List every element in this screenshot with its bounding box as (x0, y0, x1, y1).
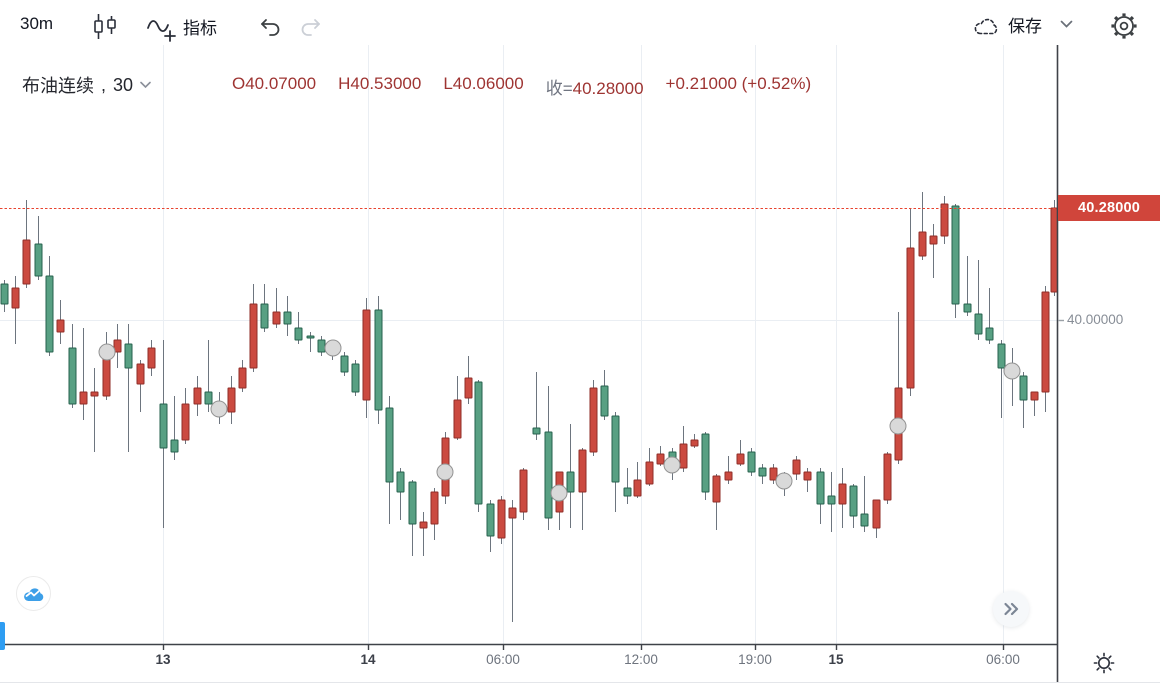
event-markers (98, 339, 1021, 502)
interval-button[interactable]: 30m (14, 11, 59, 36)
settings-button[interactable] (1103, 7, 1145, 45)
legend-interval: 30 (113, 74, 134, 95)
wave-plus-icon (146, 14, 176, 42)
change-value: +0.21000 (+0.52%) (665, 74, 812, 93)
close-value: 收=40.28000 (546, 74, 644, 99)
symbol-separator: , (101, 74, 107, 95)
sun-icon (1091, 650, 1117, 676)
last-price-label: 40.28000 (1058, 195, 1160, 221)
time-label: 13 (155, 652, 171, 667)
theme-button[interactable] (1090, 649, 1118, 677)
close-number: 40.28000 (572, 79, 644, 98)
time-label: 12:00 (624, 652, 658, 667)
scroll-right-button[interactable] (993, 591, 1029, 627)
gridlines (0, 45, 1057, 644)
undo-arrow-icon (258, 16, 282, 36)
symbol-name: 布油连续 (22, 76, 94, 96)
dashed-cloud-icon (971, 14, 1001, 38)
symbol-menu[interactable]: 布油连续, 30 (16, 71, 157, 99)
low-value: L40.06000 (443, 74, 524, 93)
price-axis-label: 40.00000 (1067, 312, 1124, 327)
close-prefix: 收= (545, 79, 573, 98)
time-axis[interactable]: 13 14 06:00 12:00 19:00 15 06:00 (0, 652, 1160, 672)
save-button[interactable]: 保存 (965, 10, 1048, 42)
chart-style-button[interactable] (86, 8, 124, 46)
redo-button[interactable] (293, 12, 329, 40)
chevron-down-icon (140, 81, 151, 89)
undo-button[interactable] (252, 12, 288, 40)
redo-arrow-icon (299, 16, 323, 36)
indicators-button[interactable]: 指标 (140, 10, 223, 46)
indicators-label: 指标 (183, 18, 217, 38)
chevron-down-icon (1060, 20, 1073, 29)
time-label: 06:00 (486, 652, 520, 667)
open-value: O40.07000 (232, 74, 317, 93)
drawing-toolbar-handle[interactable] (0, 622, 5, 650)
gear-icon (1109, 11, 1139, 41)
time-label: 15 (828, 652, 844, 667)
high-value: H40.53000 (338, 74, 422, 93)
time-label: 14 (360, 652, 376, 667)
save-menu-button[interactable] (1054, 16, 1079, 33)
time-label: 06:00 (986, 652, 1020, 667)
logo-button[interactable] (16, 576, 51, 611)
save-label: 保存 (1008, 16, 1042, 36)
ohlc-readout: O40.07000 H40.53000 L40.06000 收=40.28000… (232, 74, 811, 99)
candlestick-icon (92, 12, 118, 42)
candlestick-series (0, 192, 1057, 622)
chevrons-right-icon (1003, 602, 1019, 616)
interval-label: 30m (20, 14, 54, 33)
blue-cloud-logo (22, 585, 45, 602)
time-label: 19:00 (738, 652, 772, 667)
